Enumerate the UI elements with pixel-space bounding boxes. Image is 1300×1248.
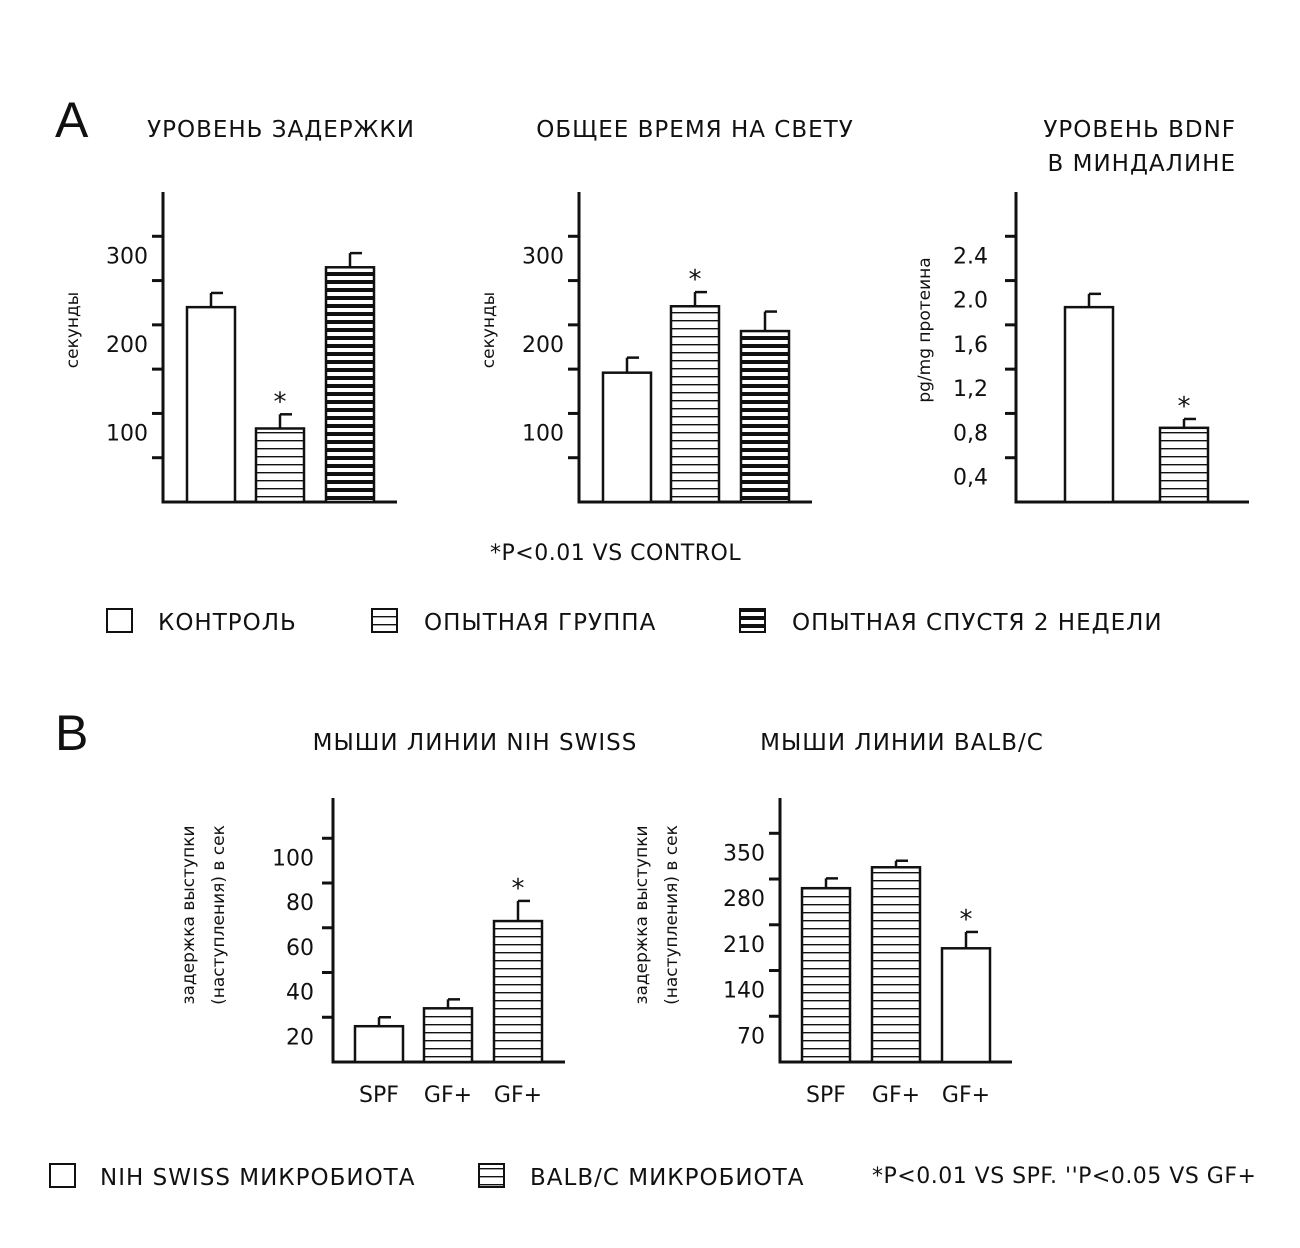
y-tick-label: 280: [723, 887, 765, 912]
legend-swatch-nih-swiss: [49, 1163, 76, 1188]
y-tick-label: 40: [286, 981, 314, 1006]
legend-label-control: КОНТРОЛЬ: [158, 610, 297, 636]
y-axis-label-line: задержка выступки: [179, 825, 199, 1004]
y-tick-label: 140: [723, 979, 765, 1004]
y-tick-label: 210: [723, 933, 765, 958]
bar: [669, 305, 721, 504]
bar: [601, 371, 653, 504]
y-tick-label: 100: [106, 421, 148, 446]
chart-title: МЫШИ ЛИНИИ NIH SWISS: [313, 730, 638, 756]
y-tick-label: 350: [723, 841, 765, 866]
y-axis-label-line: pg/mg протеина: [915, 257, 935, 402]
significance-marker: *: [512, 874, 525, 904]
y-tick-label: 80: [286, 891, 314, 916]
x-category-label: GF+: [942, 1083, 990, 1108]
y-tick-label: 2.4: [953, 244, 988, 269]
chart-title: УРОВЕНЬ BDNF: [1043, 117, 1236, 143]
significance-marker: *: [1178, 392, 1191, 422]
panel-b-footnote: *P<0.01 VS SPF. ''P<0.05 VS GF+: [872, 1164, 1256, 1189]
y-axis-label-line: задержка выступки: [632, 825, 652, 1004]
y-axis-label: pg/mg протеина: [915, 257, 935, 402]
x-category-label: SPF: [806, 1083, 846, 1108]
bar: [739, 329, 791, 504]
legend-label-nih-swiss: NIH SWISS МИКРОБИОТА: [100, 1165, 415, 1191]
chart-bdnf-level: УРОВЕНЬ BDNF В МИНДАЛИНЕ 0,4 0,8 1,2 1,6 2.0 2.…: [915, 117, 1249, 504]
x-category-label: GF+: [424, 1083, 472, 1108]
significance-marker: *: [274, 387, 287, 417]
chart-total-light-time: ОБЩЕЕ ВРЕМЯ НА СВЕТУ 100 200 300 секунды *: [479, 117, 854, 504]
significance-marker: *: [960, 905, 973, 935]
x-category-label: GF+: [494, 1083, 542, 1108]
panel-b-legend: NIH SWISS МИКРОБИОТА BALB/C МИКРОБИОТА *…: [49, 1163, 1256, 1191]
significance-marker: *: [689, 265, 702, 295]
y-axis-label-line: (наступления) в сек: [662, 825, 682, 1005]
y-tick-label: 1,2: [953, 377, 988, 402]
y-tick-label: 200: [106, 333, 148, 358]
chart-nih-swiss-mice: МЫШИ ЛИНИИ NIH SWISS 20 40 60 80 100 задержка …: [179, 730, 638, 1108]
y-tick-label: 100: [272, 846, 314, 871]
x-category-label: GF+: [872, 1083, 920, 1108]
legend-swatch-two-weeks: [739, 608, 766, 633]
y-axis-label-line: секунды: [63, 292, 83, 368]
panel-b-letter: B: [55, 705, 88, 761]
chart-title: МЫШИ ЛИНИИ BALB/C: [760, 730, 1044, 756]
panel-a-footnote: *P<0.01 VS CONTROL: [490, 541, 741, 566]
legend-swatch-experimental: [371, 608, 398, 633]
y-axis-label-line: (наступления) в сек: [209, 825, 229, 1005]
y-tick-label: 100: [522, 421, 564, 446]
bar: [422, 1007, 474, 1064]
bar: [940, 947, 992, 1064]
y-tick-label: 0,8: [953, 421, 988, 446]
y-tick-label: 300: [522, 244, 564, 269]
bar: [492, 919, 544, 1064]
chart-title: В МИНДАЛИНЕ: [1048, 151, 1236, 177]
y-tick-label: 2.0: [953, 289, 988, 314]
bar: [800, 886, 852, 1064]
legend-label-two-weeks: ОПЫТНАЯ СПУСТЯ 2 НЕДЕЛИ: [792, 610, 1163, 636]
y-axis-label: секунды: [63, 292, 83, 368]
y-axis-label-line: секунды: [479, 292, 499, 368]
y-tick-label: 20: [286, 1025, 314, 1050]
bar: [324, 266, 376, 504]
y-axis-label: секунды: [479, 292, 499, 368]
chart-balbc-mice: МЫШИ ЛИНИИ BALB/C 70 140 210 280 350 задержка …: [632, 730, 1044, 1108]
bar: [353, 1024, 405, 1064]
y-tick-label: 60: [286, 936, 314, 961]
legend-swatch-control: [106, 608, 133, 633]
bar: [870, 866, 922, 1064]
panel-a-legend: КОНТРОЛЬ ОПЫТНАЯ ГРУППА ОПЫТНАЯ СПУСТЯ 2…: [106, 608, 1163, 636]
legend-swatch-balbc: [478, 1163, 505, 1188]
chart-title: УРОВЕНЬ ЗАДЕРЖКИ: [147, 117, 415, 143]
legend-label-experimental: ОПЫТНАЯ ГРУППА: [424, 610, 656, 636]
y-axis-label: задержка выступки (наступления) в сек: [179, 825, 229, 1005]
bar: [1063, 305, 1115, 504]
y-tick-label: 70: [737, 1024, 765, 1049]
chart-latency-level: УРОВЕНЬ ЗАДЕРЖКИ 100 200 300 секунды *: [63, 117, 415, 504]
y-tick-label: 0,4: [953, 466, 988, 491]
y-axis-label: задержка выступки (наступления) в сек: [632, 825, 682, 1005]
bar: [185, 305, 237, 504]
bar: [254, 427, 306, 504]
chart-title: ОБЩЕЕ ВРЕМЯ НА СВЕТУ: [536, 117, 854, 143]
y-tick-label: 300: [106, 244, 148, 269]
y-tick-label: 1,6: [953, 333, 988, 358]
panel-a-letter: A: [55, 92, 89, 148]
bar: [1158, 426, 1210, 504]
y-tick-label: 200: [522, 333, 564, 358]
legend-label-balbc: BALB/C МИКРОБИОТА: [530, 1165, 804, 1191]
x-category-label: SPF: [359, 1083, 399, 1108]
